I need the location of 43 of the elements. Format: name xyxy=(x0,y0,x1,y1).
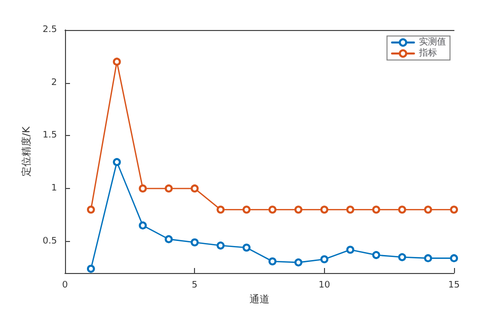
point xyxy=(190,184,199,192)
x-tick-label: 10 xyxy=(318,280,330,290)
point xyxy=(242,206,251,214)
y-axis-title: 定位精度/K xyxy=(20,126,32,176)
point xyxy=(450,206,458,214)
point xyxy=(138,221,147,230)
point xyxy=(424,206,432,214)
point xyxy=(398,206,406,214)
y-tick-label: 1.5 xyxy=(42,130,57,141)
point xyxy=(164,235,173,244)
point xyxy=(112,158,121,166)
y-tick-label: 1 xyxy=(51,183,57,194)
point xyxy=(138,184,147,192)
legend-label: 实测值 xyxy=(419,36,446,48)
point xyxy=(86,206,95,214)
legend-label: 指标 xyxy=(418,48,437,58)
y-tick-label: 0.5 xyxy=(42,236,57,246)
point xyxy=(112,58,121,66)
point xyxy=(164,184,173,192)
x-tick-label: 5 xyxy=(192,280,198,290)
y-tick-label: 2 xyxy=(51,78,57,88)
point xyxy=(372,251,380,260)
point xyxy=(424,254,432,262)
point xyxy=(372,206,380,214)
x-tick-label: 0 xyxy=(62,280,68,290)
point xyxy=(242,244,251,252)
point xyxy=(216,206,225,214)
point xyxy=(346,206,354,214)
point xyxy=(450,254,458,262)
point xyxy=(86,264,95,273)
point xyxy=(398,253,406,262)
x-tick-label: 15 xyxy=(448,280,460,290)
point xyxy=(268,206,276,214)
point xyxy=(294,258,302,266)
y-tick-label: 2.5 xyxy=(42,25,57,35)
x-axis-title: 通道 xyxy=(250,294,270,306)
point xyxy=(320,255,328,264)
point xyxy=(216,242,225,250)
point xyxy=(320,206,328,214)
point xyxy=(268,257,276,266)
point xyxy=(294,206,302,214)
point xyxy=(190,238,199,246)
point xyxy=(346,246,354,254)
